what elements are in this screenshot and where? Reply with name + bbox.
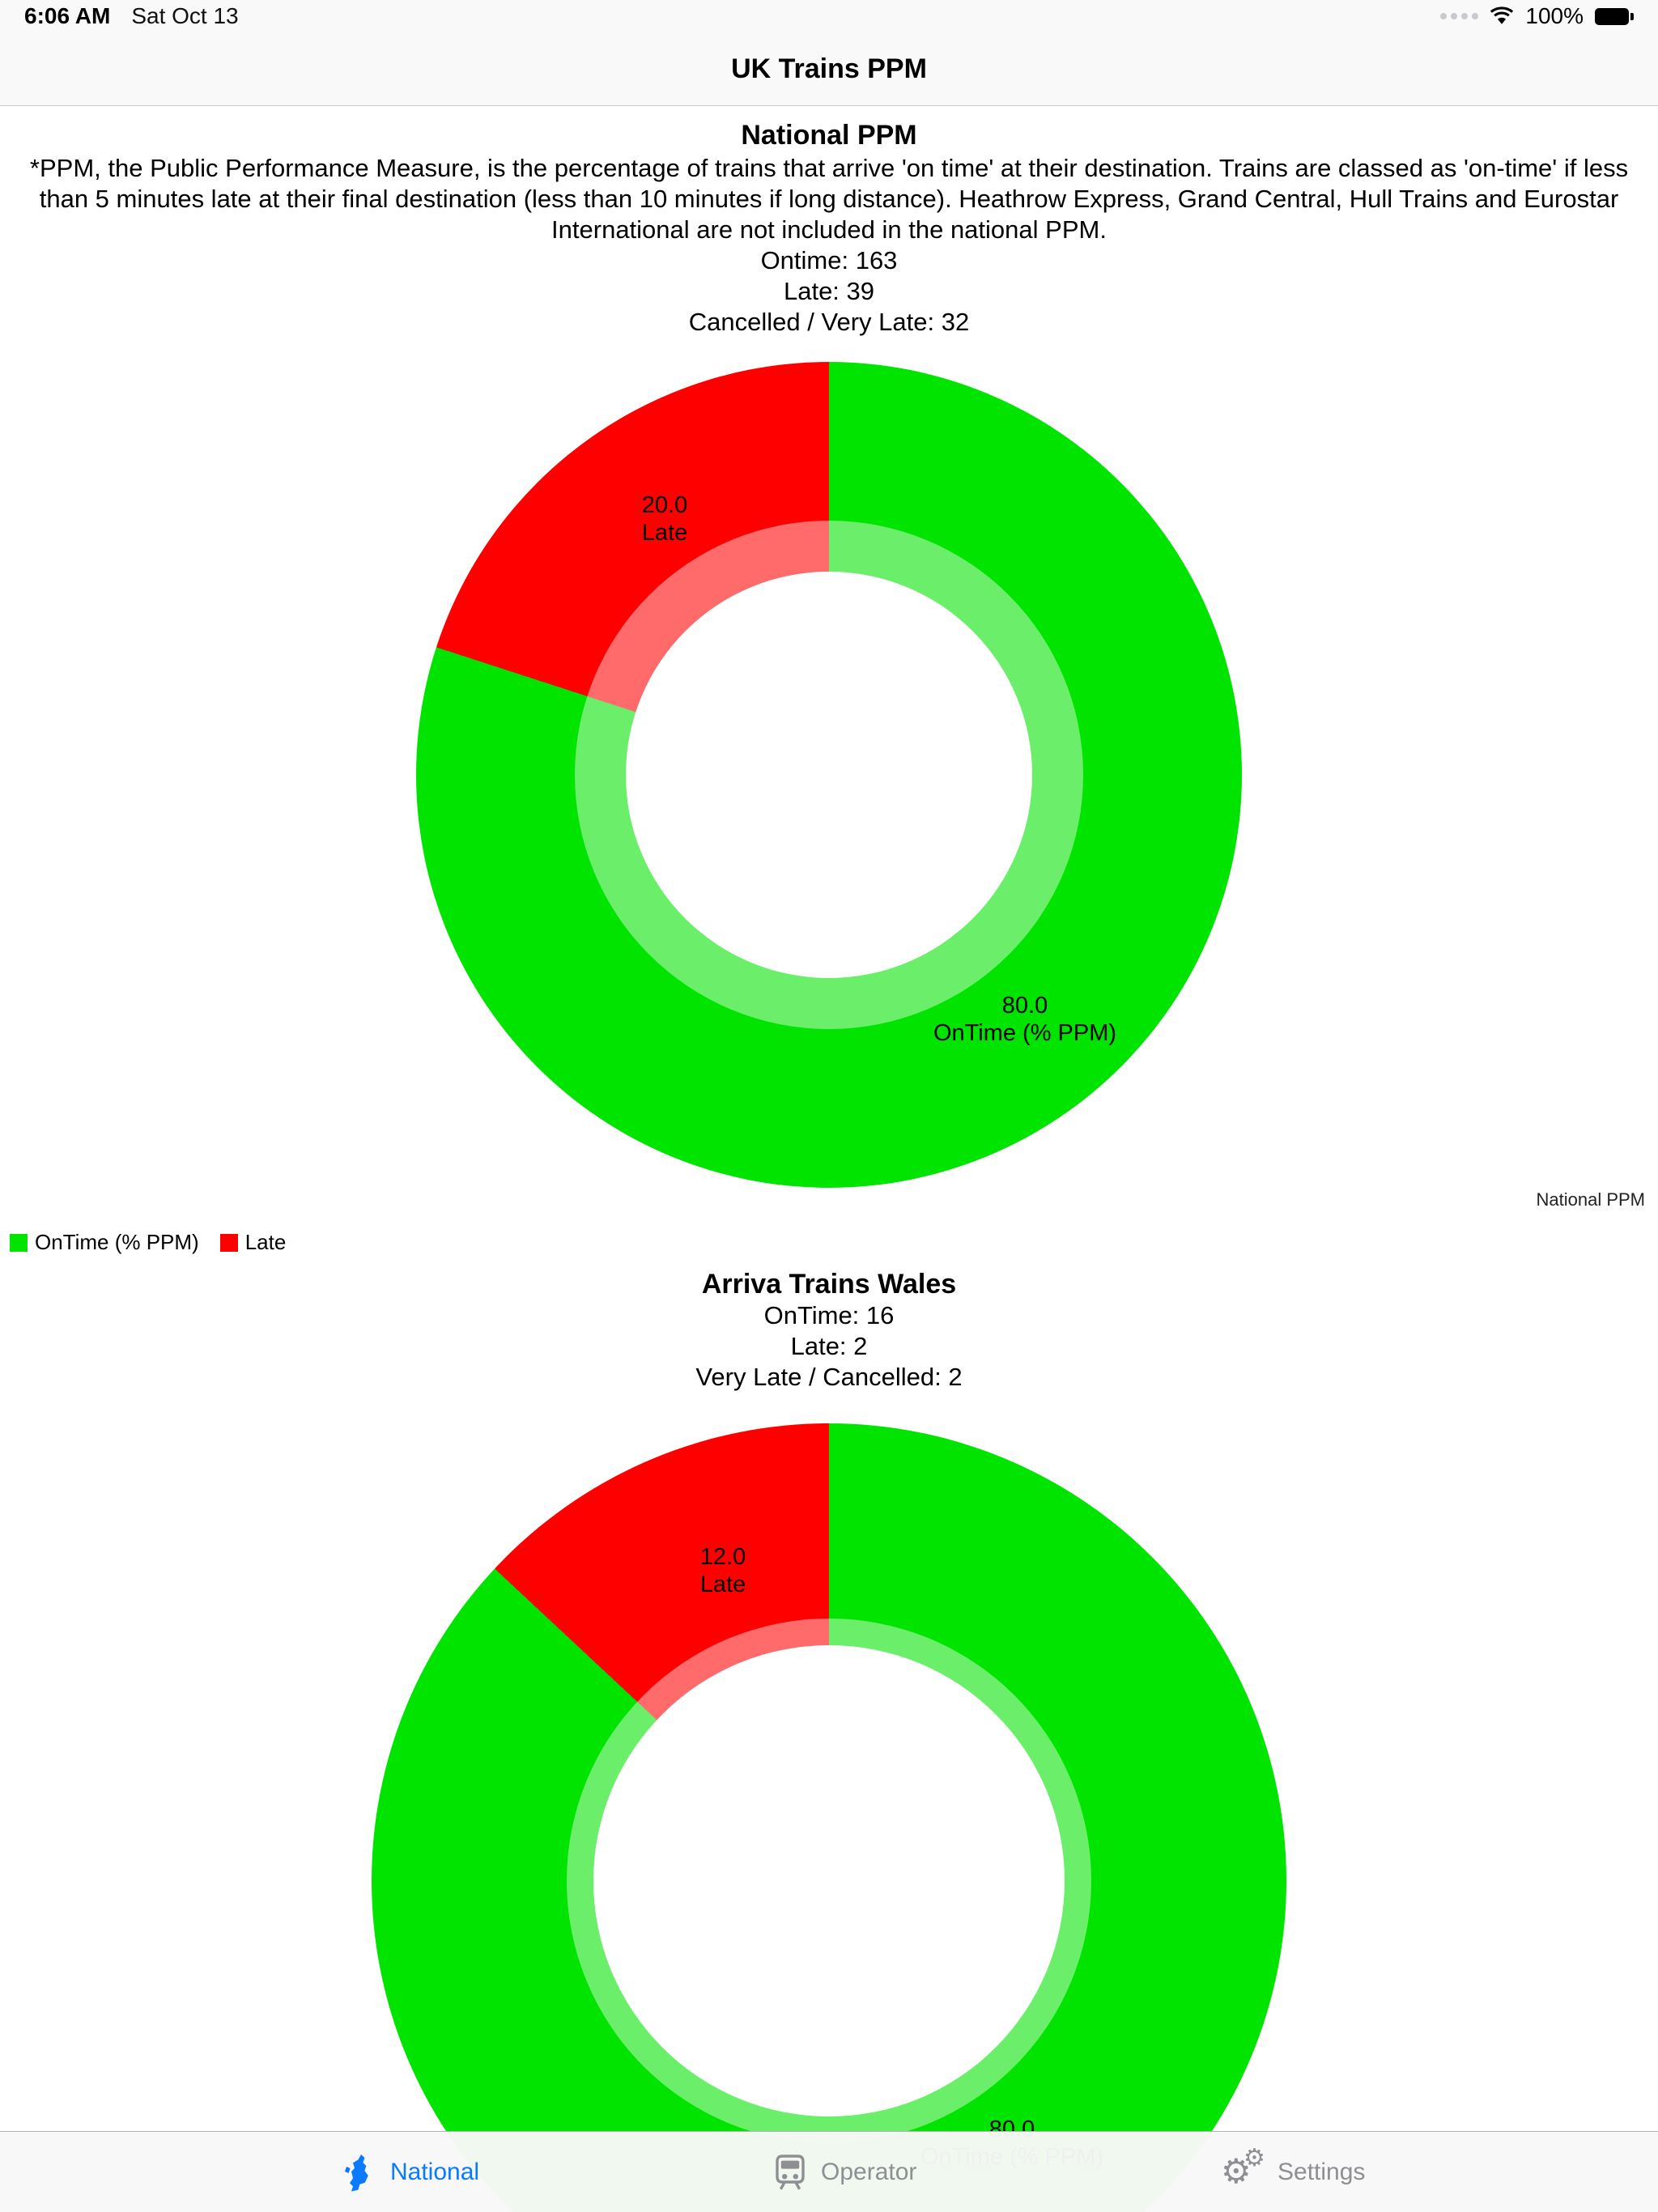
tab-settings[interactable]: ⚙ ⚙ Settings bbox=[1221, 2132, 1365, 2212]
national-stat-ontime: Ontime: 163 bbox=[760, 246, 898, 274]
main-content: National PPM *PPM, the Public Performanc… bbox=[0, 106, 1658, 2212]
operator-stat-late: Late: 2 bbox=[790, 1332, 868, 1360]
train-icon bbox=[776, 2155, 805, 2190]
nav-bar: UK Trains PPM bbox=[0, 32, 1658, 105]
wifi-icon bbox=[1490, 6, 1514, 24]
legend-swatch-late bbox=[219, 1233, 238, 1252]
section-title-national: National PPM bbox=[741, 120, 917, 151]
donut-hole bbox=[593, 1645, 1065, 2116]
tab-bar: National Operator ⚙ ⚙ Settings bbox=[0, 2131, 1658, 2212]
status-date: Sat Oct 13 bbox=[131, 3, 239, 28]
uk-map-icon bbox=[345, 2155, 368, 2192]
legend-item-ontime: OnTime (% PPM) bbox=[10, 1230, 199, 1255]
slice-label-ontime: 80.0 OnTime (% PPM) bbox=[933, 993, 1117, 1046]
chart-footnote: National PPM bbox=[1536, 1189, 1645, 1210]
operator-stat-ontime: OnTime: 16 bbox=[763, 1301, 895, 1329]
slice-label-late: 20.0 Late bbox=[641, 492, 688, 546]
battery-icon bbox=[1595, 7, 1634, 25]
donut-hole bbox=[626, 572, 1032, 978]
tab-operator[interactable]: Operator bbox=[771, 2132, 916, 2212]
page-title: UK Trains PPM bbox=[731, 53, 927, 84]
ppm-description: *PPM, the Public Performance Measure, is… bbox=[29, 154, 1629, 244]
cellular-signal-icon bbox=[1440, 13, 1479, 19]
national-stat-late: Late: 39 bbox=[783, 277, 875, 305]
status-time: 6:06 AM bbox=[24, 3, 111, 28]
slice-label-late: 12.0 Late bbox=[699, 1544, 746, 1597]
section-title-operator: Arriva Trains Wales bbox=[701, 1269, 957, 1300]
chart-legend: OnTime (% PPM) Late bbox=[0, 1230, 1658, 1255]
national-stat-cancelled: Cancelled / Very Late: 32 bbox=[688, 308, 970, 336]
tab-national[interactable]: National bbox=[340, 2132, 479, 2212]
gears-icon: ⚙ ⚙ bbox=[1221, 2145, 1265, 2190]
status-bar: 6:06 AM Sat Oct 13 100% bbox=[0, 0, 1658, 32]
operator-ppm-chart: 12.0 Late 80.0 OnTime (% PPM) bbox=[372, 1423, 1286, 2212]
operator-stat-cancelled: Very Late / Cancelled: 2 bbox=[695, 1363, 963, 1391]
national-ppm-chart: 20.0 Late 80.0 OnTime (% PPM) bbox=[416, 362, 1242, 1188]
battery-percent: 100% bbox=[1525, 3, 1584, 28]
legend-item-late: Late bbox=[219, 1230, 286, 1255]
header: 6:06 AM Sat Oct 13 100% UK Trains PPM bbox=[0, 0, 1658, 106]
legend-swatch-ontime bbox=[10, 1233, 28, 1252]
